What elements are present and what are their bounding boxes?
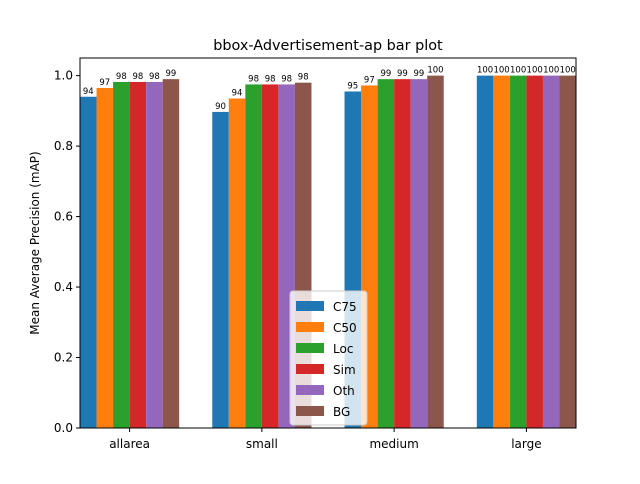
bar-value-label: 100 bbox=[510, 66, 526, 76]
legend-label: BG bbox=[333, 405, 350, 419]
bar-value-label: 99 bbox=[397, 69, 408, 79]
bar bbox=[559, 75, 576, 428]
x-tick-label: large bbox=[511, 437, 541, 451]
bar bbox=[509, 75, 527, 428]
bar bbox=[427, 75, 444, 428]
legend-label: C75 bbox=[333, 300, 357, 314]
bar bbox=[129, 81, 147, 428]
plot-frame bbox=[79, 57, 577, 429]
bar-value-label: 100 bbox=[543, 66, 559, 76]
bar-value-label: 98 bbox=[265, 74, 276, 84]
bar-value-label: 100 bbox=[560, 66, 576, 76]
y-axis: 0.0 0.2 0.4 0.6 0.8 1.0 bbox=[54, 69, 80, 435]
x-axis: allarea small medium large bbox=[109, 428, 542, 451]
x-tick-label: allarea bbox=[109, 437, 150, 451]
bar-value-label: 100 bbox=[427, 66, 443, 76]
bar-value-label: 98 bbox=[149, 72, 160, 82]
bars-group bbox=[80, 75, 576, 429]
bar-value-label: 98 bbox=[116, 72, 127, 82]
legend-swatch bbox=[296, 406, 324, 416]
bar bbox=[162, 79, 180, 429]
legend-label: Sim bbox=[333, 363, 356, 377]
legend: C75 C50 Loc Sim Oth BG bbox=[289, 290, 368, 426]
bar bbox=[394, 79, 411, 429]
bar bbox=[476, 75, 494, 428]
x-tick-label: small bbox=[246, 437, 278, 451]
legend-label: Loc bbox=[333, 342, 353, 356]
bar-value-label: 99 bbox=[380, 69, 391, 79]
bar-value-label: 100 bbox=[493, 66, 509, 76]
y-axis-label: Mean Average Precision (mAP) bbox=[28, 151, 42, 334]
bar-value-label: 100 bbox=[527, 66, 543, 76]
bar-value-label: 97 bbox=[364, 75, 375, 85]
bar bbox=[228, 98, 246, 429]
bar-value-label: 98 bbox=[281, 74, 292, 84]
bar-value-label: 100 bbox=[477, 66, 493, 76]
bar bbox=[212, 111, 229, 429]
bar bbox=[542, 75, 560, 428]
bar bbox=[96, 87, 114, 428]
bar-value-label: 98 bbox=[132, 72, 143, 82]
legend-swatch bbox=[296, 364, 324, 374]
bar bbox=[526, 75, 543, 428]
legend-swatch bbox=[296, 343, 324, 353]
y-tick-label: 0.8 bbox=[54, 139, 73, 153]
bar-value-label: 99 bbox=[414, 69, 425, 79]
bar-value-label: 94 bbox=[232, 89, 243, 99]
bar bbox=[245, 84, 262, 428]
chart-title: bbox-Advertisement-ap bar plot bbox=[213, 38, 443, 54]
bar bbox=[146, 81, 163, 428]
bar-value-label: 98 bbox=[298, 73, 309, 83]
bar bbox=[410, 79, 428, 429]
bar bbox=[493, 75, 510, 428]
bar-value-label: 95 bbox=[347, 81, 358, 91]
legend-swatch bbox=[296, 301, 324, 311]
bar-value-label: 99 bbox=[166, 69, 177, 79]
legend-swatch bbox=[296, 385, 324, 395]
bar-value-label: 94 bbox=[83, 87, 94, 97]
legend-swatch bbox=[296, 322, 324, 332]
bar bbox=[377, 79, 395, 429]
y-tick-label: 1.0 bbox=[54, 69, 73, 83]
y-tick-label: 0.6 bbox=[54, 210, 73, 224]
y-tick-label: 0.0 bbox=[54, 421, 73, 435]
x-tick-label: medium bbox=[369, 437, 418, 451]
y-tick-label: 0.4 bbox=[54, 280, 73, 294]
bar bbox=[113, 81, 130, 428]
y-tick-label: 0.2 bbox=[54, 351, 73, 365]
bar-value-label: 97 bbox=[99, 78, 110, 88]
bar-value-label: 90 bbox=[215, 102, 226, 112]
bar-value-label: 98 bbox=[248, 74, 259, 84]
bar bbox=[261, 84, 279, 428]
bar bbox=[80, 96, 97, 428]
legend-label: Oth bbox=[333, 384, 355, 398]
legend-label: C50 bbox=[333, 321, 357, 335]
